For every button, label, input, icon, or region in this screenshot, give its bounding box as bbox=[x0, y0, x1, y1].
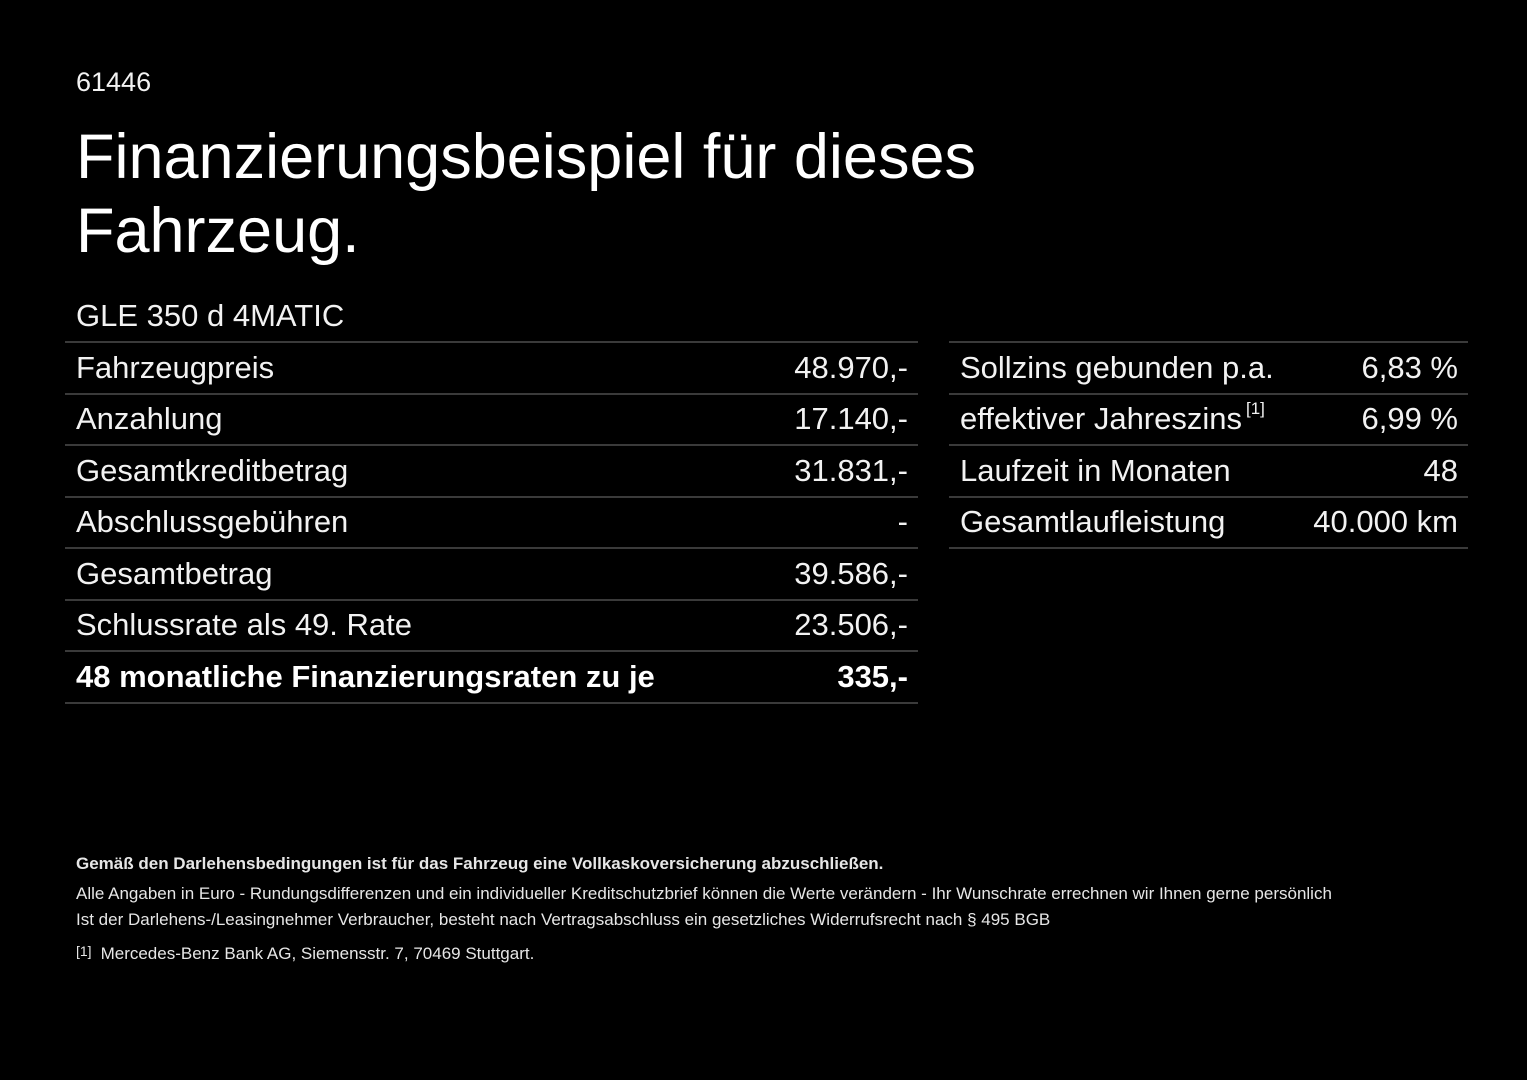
legal-footer: Gemäß den Darlehensbedingungen ist für d… bbox=[76, 852, 1466, 966]
footnote-marker: [1] bbox=[76, 943, 92, 959]
row-label: Sollzins gebunden p.a. bbox=[960, 349, 1274, 385]
row-value: 48.970,- bbox=[794, 349, 908, 385]
table-row-monthly-rate: 48 monatliche Finanzierungsraten zu je 3… bbox=[65, 652, 918, 704]
table-row-anzahlung: Anzahlung 17.140,- bbox=[65, 395, 918, 446]
table-row-gesamtlaufleistung: Gesamtlaufleistung 40.000 km bbox=[949, 498, 1468, 549]
row-label: Gesamtlaufleistung bbox=[960, 504, 1226, 540]
row-label: 48 monatliche Finanzierungsraten zu je bbox=[76, 658, 655, 694]
table-row-gesamtbetrag: Gesamtbetrag 39.586,- bbox=[65, 549, 918, 601]
table-row-laufzeit: Laufzeit in Monaten 48 bbox=[949, 446, 1468, 498]
page-title: Finanzierungsbeispiel für dieses Fahrzeu… bbox=[76, 122, 976, 266]
row-value: 17.140,- bbox=[794, 401, 908, 437]
row-value: - bbox=[897, 504, 908, 540]
row-value: 39.586,- bbox=[794, 555, 908, 591]
model-name: GLE 350 d 4MATIC bbox=[76, 298, 345, 333]
interest-table: Sollzins gebunden p.a. 6,83 % effektiver… bbox=[949, 341, 1468, 549]
row-label-wrapper: effektiver Jahreszins [1] bbox=[960, 398, 1265, 437]
row-value: 335,- bbox=[837, 658, 908, 694]
table-row-schlussrate: Schlussrate als 49. Rate 23.506,- bbox=[65, 601, 918, 652]
row-label: Anzahlung bbox=[76, 401, 223, 437]
row-value: 31.831,- bbox=[794, 452, 908, 488]
insurance-note: Gemäß den Darlehensbedingungen ist für d… bbox=[76, 854, 884, 873]
row-value: 6,99 % bbox=[1361, 401, 1458, 437]
row-label: Abschlussgebühren bbox=[76, 504, 349, 540]
table-row-effektiver-jahreszins: effektiver Jahreszins [1] 6,99 % bbox=[949, 395, 1468, 446]
row-label: Gesamtbetrag bbox=[76, 555, 273, 591]
row-value: 23.506,- bbox=[794, 607, 908, 643]
row-label: Fahrzeugpreis bbox=[76, 349, 275, 385]
footnote: [1] Mercedes-Benz Bank AG, Siemensstr. 7,… bbox=[76, 942, 1466, 966]
table-row-gesamtkreditbetrag: Gesamtkreditbetrag 31.831,- bbox=[65, 446, 918, 498]
financing-table: Fahrzeugpreis 48.970,- Anzahlung 17.140,… bbox=[65, 341, 918, 704]
table-row-abschlussgebuehren: Abschlussgebühren - bbox=[65, 498, 918, 549]
reference-id: 61446 bbox=[76, 67, 152, 97]
row-label: Laufzeit in Monaten bbox=[960, 452, 1231, 488]
footnote-reference: [1] bbox=[1246, 398, 1265, 418]
row-label: Schlussrate als 49. Rate bbox=[76, 607, 413, 643]
withdrawal-right-line: Ist der Darlehens-/Leasingnehmer Verbrau… bbox=[76, 910, 1051, 929]
row-value: 40.000 km bbox=[1313, 504, 1458, 540]
row-label: Gesamtkreditbetrag bbox=[76, 452, 349, 488]
footnote-text: Mercedes-Benz Bank AG, Siemensstr. 7, 70… bbox=[100, 944, 535, 963]
row-value: 48 bbox=[1423, 452, 1458, 488]
disclaimer-line: Alle Angaben in Euro - Rundungsdifferenz… bbox=[76, 884, 1332, 903]
row-label: effektiver Jahreszins bbox=[960, 401, 1242, 437]
table-row-fahrzeugpreis: Fahrzeugpreis 48.970,- bbox=[65, 343, 918, 395]
table-row-sollzins: Sollzins gebunden p.a. 6,83 % bbox=[949, 343, 1468, 395]
row-value: 6,83 % bbox=[1361, 349, 1458, 385]
